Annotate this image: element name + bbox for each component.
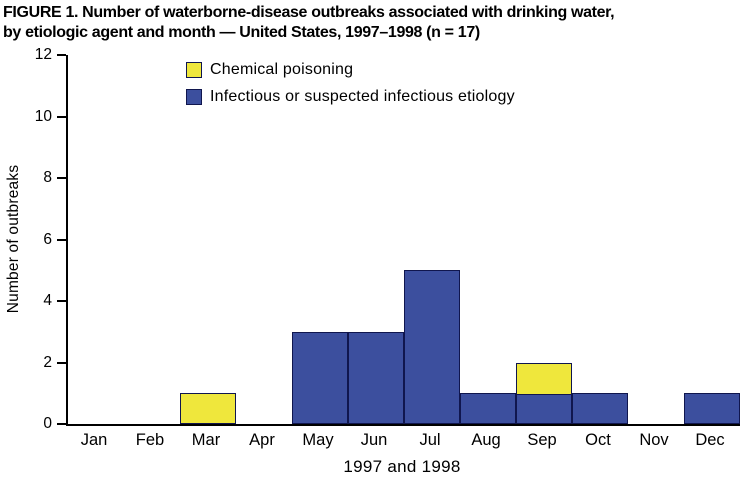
y-tick-label: 4	[43, 292, 52, 309]
month-label: Jan	[80, 431, 108, 449]
bar-segment-sep	[516, 362, 572, 395]
month-label: May	[302, 431, 334, 449]
y-tick-label: 12	[34, 46, 52, 63]
month-label: Apr	[249, 431, 275, 449]
month-label: Nov	[639, 431, 669, 449]
y-tick-mark	[57, 115, 66, 118]
y-tick-label: 8	[43, 169, 52, 186]
month-label: Feb	[135, 431, 165, 449]
y-tick-label: 6	[43, 230, 52, 248]
legend-item: Chemical poisoning	[186, 61, 515, 79]
bar-segment-sep	[516, 393, 572, 424]
y-tick-label: 10	[34, 107, 52, 125]
y-tick-mark	[57, 177, 66, 179]
month-label: Aug	[471, 431, 501, 449]
legend-swatch-icon	[186, 62, 202, 78]
legend-item: Infectious or suspected infectious etiol…	[186, 88, 515, 106]
plot-area: Chemical poisoning Infectious or suspecte…	[35, 46, 740, 432]
bar-segment-mar	[180, 393, 236, 424]
month-label: Sep	[527, 431, 557, 449]
month-label: Jul	[419, 431, 441, 449]
bar-segment-jul	[404, 270, 460, 424]
legend: Chemical poisoning Infectious or suspecte…	[186, 61, 515, 115]
figure-title-line1: FIGURE 1. Number of waterborne-disease o…	[3, 4, 615, 21]
y-tick-mark	[57, 361, 66, 364]
y-tick-mark	[57, 423, 66, 425]
y-tick-label: 0	[43, 415, 52, 432]
month-label: Oct	[585, 431, 611, 449]
bar-segment-jun	[348, 331, 404, 424]
y-tick-label: 2	[43, 353, 52, 371]
legend-label: Infectious or suspected infectious etiol…	[210, 88, 515, 105]
bar-segment-may	[292, 331, 348, 424]
y-tick-mark	[57, 300, 66, 302]
bar-segment-dec	[684, 393, 740, 424]
bar-segment-aug	[460, 393, 516, 424]
month-label: Dec	[695, 431, 725, 449]
figure-title-line2: by etiologic agent and month — United St…	[3, 23, 480, 41]
legend-label: Chemical poisoning	[210, 61, 354, 78]
bar-segment-oct	[572, 393, 628, 424]
month-label: Jun	[360, 431, 388, 449]
legend-swatch-icon	[186, 89, 202, 105]
y-tick-mark	[57, 54, 66, 56]
month-label: Mar	[191, 431, 221, 449]
y-tick-mark	[57, 238, 66, 241]
figure-title: FIGURE 1. Number of waterborne-disease o…	[3, 3, 745, 42]
x-axis-labels: Jan Feb Mar Apr May Jun Jul Aug Sep Oct Nov Dec	[66, 431, 738, 450]
x-axis-title: 1997 and 1998	[343, 457, 461, 476]
